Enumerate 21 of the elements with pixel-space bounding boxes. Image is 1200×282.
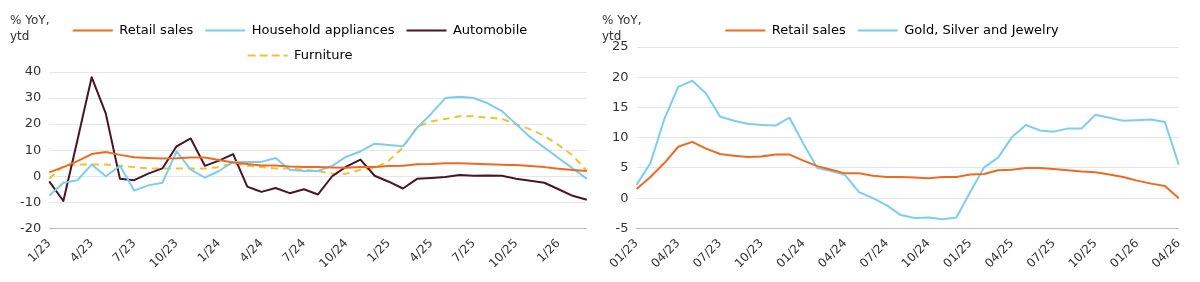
y-tick-label: 20 <box>24 115 42 131</box>
y-tick-label: 40 <box>24 63 42 79</box>
y-tick-label: 5 <box>620 159 629 175</box>
legend-label: Furniture <box>294 46 353 62</box>
y-tick-label: 0 <box>32 167 42 183</box>
y-tick-label: -20 <box>20 219 42 235</box>
y-tick-label: -10 <box>20 193 42 209</box>
y-axis-title: % YoY, ytd <box>10 12 51 44</box>
legend-label: Retail sales <box>771 21 846 37</box>
legend-label: Retail sales <box>119 21 194 37</box>
y-tick-label: 10 <box>612 129 629 145</box>
y-tick-label: 15 <box>612 98 629 114</box>
legend-label: Gold, Silver and Jewelry <box>904 21 1060 37</box>
y-tick-label: 10 <box>24 141 42 157</box>
y-tick-label: 20 <box>612 68 629 84</box>
legend-label: Household appliances <box>251 21 395 37</box>
y-tick-label: 30 <box>24 89 42 105</box>
y-tick-label: 0 <box>620 189 629 205</box>
legend-label: Automobile <box>452 21 528 37</box>
y-tick-label: -5 <box>615 219 629 235</box>
line-series <box>48 115 588 180</box>
